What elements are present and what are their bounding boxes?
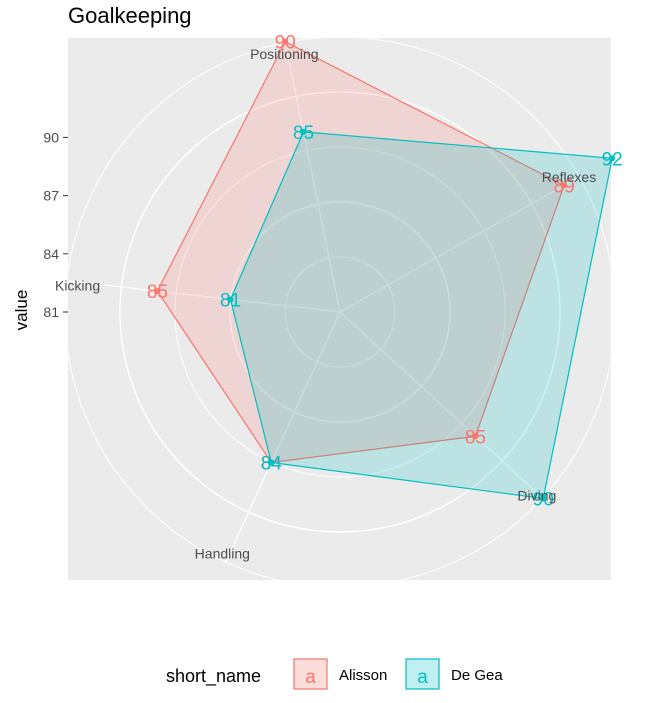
data-label: 85 <box>147 282 168 303</box>
spoke-handling <box>225 311 341 563</box>
legend-label: De Gea <box>451 667 503 684</box>
spoke-reflexes <box>339 176 580 313</box>
data-label: 85 <box>465 427 486 448</box>
data-point <box>227 296 234 303</box>
y-axis-ticks: 81 84 87 90 <box>43 129 68 320</box>
radar-series: 90898584858592908481 <box>147 33 623 511</box>
spoke-diving <box>339 311 544 499</box>
category-label-positioning: Positioning <box>250 46 319 62</box>
y-axis-title: value <box>12 290 31 331</box>
series-area-de-gea <box>229 131 613 500</box>
grid-circle <box>229 201 451 423</box>
data-point <box>300 128 307 135</box>
legend: short_name a Alisson a De Gea <box>166 658 503 690</box>
legend-key-glyph: a <box>417 667 428 688</box>
category-labels: Positioning Reflexes Diving Handling Kicking <box>55 46 596 562</box>
y-tick-label: 87 <box>43 188 59 204</box>
data-point <box>268 459 275 466</box>
data-point <box>609 155 616 162</box>
data-point <box>540 495 547 502</box>
legend-label: Alisson <box>339 667 387 684</box>
category-label-kicking: Kicking <box>55 278 100 294</box>
legend-key <box>293 658 328 690</box>
grid-circle <box>284 256 396 368</box>
y-tick-label: 90 <box>43 129 59 145</box>
data-point <box>154 288 161 295</box>
data-point <box>282 38 289 45</box>
legend-key <box>405 658 440 690</box>
category-label-diving: Diving <box>517 487 556 503</box>
data-point <box>472 433 479 440</box>
radar-spokes <box>66 42 580 563</box>
y-tick-label: 84 <box>43 246 59 262</box>
grid-circle <box>119 91 561 533</box>
data-label: 90 <box>275 33 296 54</box>
data-label: 81 <box>220 290 241 311</box>
data-label: 92 <box>602 149 623 170</box>
grid-circle <box>174 146 506 478</box>
spoke-kicking <box>66 280 341 313</box>
legend-key-glyph: a <box>305 667 316 688</box>
data-label: 84 <box>261 453 283 474</box>
series-area-alisson <box>156 40 565 464</box>
data-label: 89 <box>554 176 575 197</box>
category-label-handling: Handling <box>195 545 250 561</box>
legend-title: short_name <box>166 666 261 687</box>
data-label: 85 <box>293 123 314 144</box>
category-label-reflexes: Reflexes <box>542 169 596 185</box>
data-point <box>561 182 568 189</box>
spoke-positioning <box>284 42 341 313</box>
chart-title: Goalkeeping <box>68 3 192 28</box>
data-label: 90 <box>533 489 554 510</box>
y-tick-label: 81 <box>43 304 59 320</box>
